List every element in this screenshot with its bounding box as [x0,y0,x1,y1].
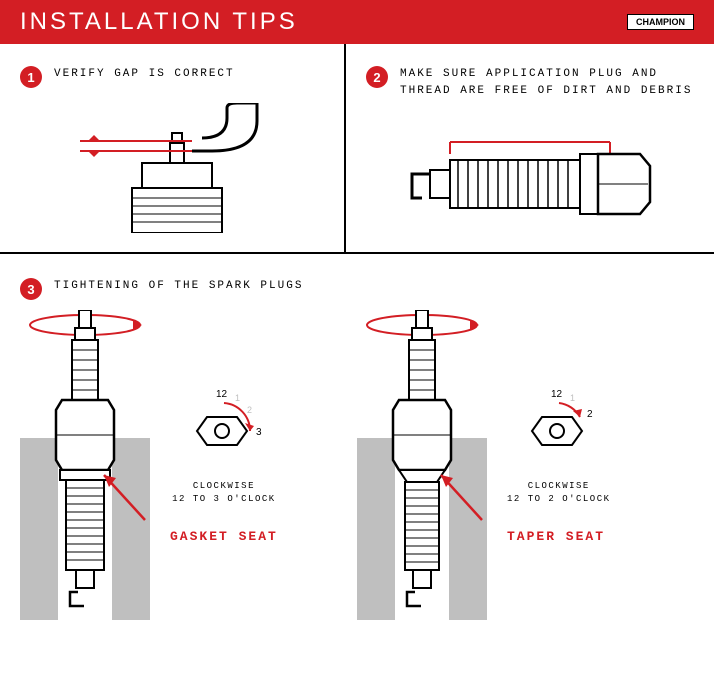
tightening-row: 12 1 2 3 CLOCKWISE 12 TO 3 O'CLOCK GAS [20,310,694,620]
clock-2: 2 [587,409,593,420]
top-panels: 1 VERIFY GAP IS CORRECT 2 [0,44,714,254]
taper-dial-group: 12 1 2 CLOCKWISE 12 TO 2 O'CLOCK TAPER S… [507,387,611,544]
gasket-seat-label: GASKET SEAT [170,529,278,544]
step-3-header: 3 TIGHTENING OF THE SPARK PLUGS [20,278,694,300]
step-2-header: 2 MAKE SURE APPLICATION PLUG AND THREAD … [366,66,694,99]
step-3-badge: 3 [20,278,42,300]
header-bar: INSTALLATION TIPS CHAMPION [0,0,714,44]
step-2-badge: 2 [366,66,388,88]
clock-dial-gasket: 12 1 2 3 [179,387,269,472]
champion-logo: CHAMPION [627,14,694,30]
gap-diagram [20,98,324,238]
spark-plug-taper [357,310,487,620]
gasket-seat-column: 12 1 2 3 CLOCKWISE 12 TO 3 O'CLOCK GAS [20,310,357,620]
clock-3: 3 [256,427,262,438]
thread-diagram [366,109,694,249]
page-title: INSTALLATION TIPS [20,8,298,36]
step-1-header: 1 VERIFY GAP IS CORRECT [20,66,324,88]
step-1-badge: 1 [20,66,42,88]
panel-step-2: 2 MAKE SURE APPLICATION PLUG AND THREAD … [346,44,714,252]
taper-seat-column: 12 1 2 CLOCKWISE 12 TO 2 O'CLOCK TAPER S… [357,310,694,620]
clock-12: 12 [551,389,563,400]
step-3-text: TIGHTENING OF THE SPARK PLUGS [54,278,303,295]
panel-step-1: 1 VERIFY GAP IS CORRECT [0,44,346,252]
step-2-text: MAKE SURE APPLICATION PLUG AND THREAD AR… [400,66,694,99]
clock-1-grey: 1 [570,393,575,403]
taper-seat-label: TAPER SEAT [507,529,611,544]
clock-2-grey: 2 [247,405,252,415]
panel-step-3: 3 TIGHTENING OF THE SPARK PLUGS [0,254,714,644]
taper-caption: CLOCKWISE 12 TO 2 O'CLOCK [507,480,611,507]
gasket-caption: CLOCKWISE 12 TO 3 O'CLOCK [172,480,276,507]
gasket-dial-group: 12 1 2 3 CLOCKWISE 12 TO 3 O'CLOCK GAS [170,387,278,544]
spark-plug-gasket [20,310,150,620]
clock-1-grey: 1 [235,393,240,403]
step-1-text: VERIFY GAP IS CORRECT [54,66,235,83]
clock-12: 12 [216,389,228,400]
clock-dial-taper: 12 1 2 [514,387,604,472]
